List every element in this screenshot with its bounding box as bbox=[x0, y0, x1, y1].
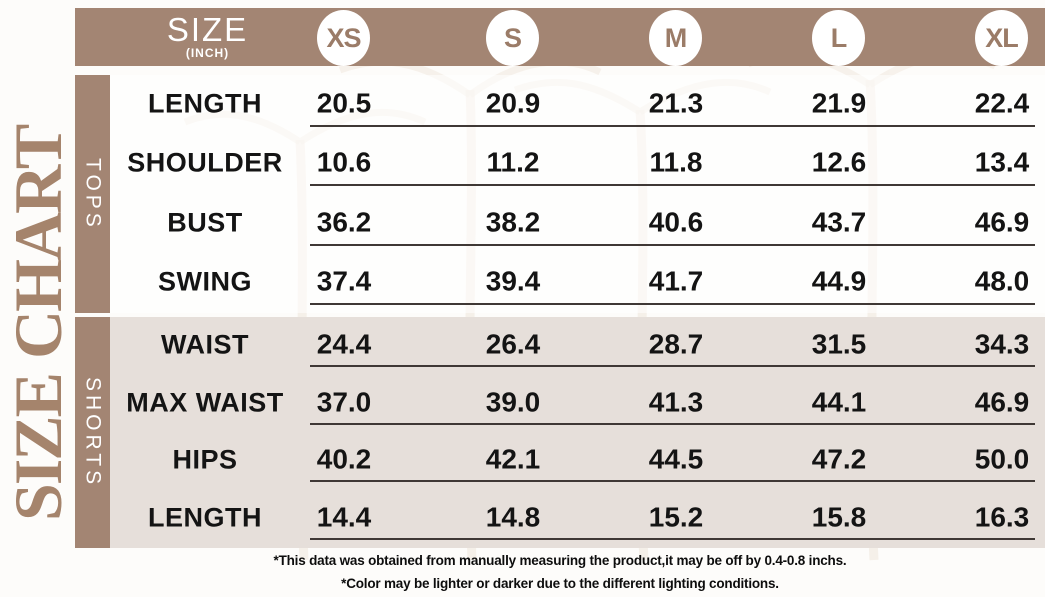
table-row-shorts-hips: HIPS 40.2 42.1 44.5 47.2 50.0 bbox=[110, 433, 1045, 491]
size-badge-s: S bbox=[486, 10, 539, 66]
cell-value: 42.1 bbox=[485, 444, 541, 476]
row-divider bbox=[310, 364, 1035, 367]
cell-value: 43.7 bbox=[811, 206, 867, 238]
shorts-side-bar: SHORTS bbox=[75, 317, 110, 548]
cell-value: 22.4 bbox=[974, 87, 1030, 119]
row-divider bbox=[310, 124, 1035, 127]
size-badge-l-label: L bbox=[830, 22, 847, 53]
cell-value: 11.2 bbox=[486, 146, 540, 178]
cell-value: 39.4 bbox=[485, 265, 541, 297]
size-label: SIZE bbox=[166, 11, 249, 48]
cell-value: 31.5 bbox=[811, 328, 867, 360]
row-label: SWING bbox=[158, 266, 252, 297]
size-badge-xl-label: XL bbox=[985, 22, 1019, 53]
shorts-rows: WAIST 24.4 26.4 28.7 31.5 34.3 MAX WAIST… bbox=[110, 317, 1045, 548]
table-row-tops-length: LENGTH 20.5 20.9 21.3 21.9 22.4 bbox=[110, 75, 1045, 135]
table-row-shorts-max-waist: MAX WAIST 37.0 39.0 41.3 44.1 46.9 bbox=[110, 375, 1045, 433]
cell-value: 40.6 bbox=[648, 206, 704, 238]
cell-value: 11.8 bbox=[649, 146, 703, 178]
row-divider bbox=[310, 243, 1035, 246]
cell-value: 37.0 bbox=[316, 386, 372, 418]
tops-rows: LENGTH 20.5 20.9 21.3 21.9 22.4 SHOULDER… bbox=[110, 75, 1045, 313]
tops-section-label: TOPS bbox=[81, 157, 105, 231]
size-header-band: SIZE (INCH) XS S M L XL bbox=[75, 8, 1045, 66]
section-tops: TOPS LENGTH 20.5 20.9 21.3 21.9 22.4 SHO… bbox=[75, 75, 1045, 313]
row-label: SHOULDER bbox=[127, 147, 283, 178]
table-row-shorts-waist: WAIST 24.4 26.4 28.7 31.5 34.3 bbox=[110, 317, 1045, 375]
row-label: MAX WAIST bbox=[126, 386, 284, 417]
cell-value: 44.1 bbox=[811, 386, 867, 418]
table-row-tops-shoulder: SHOULDER 10.6 11.2 11.8 12.6 13.4 bbox=[110, 135, 1045, 195]
cell-value: 41.3 bbox=[648, 386, 704, 418]
cell-value: 24.4 bbox=[316, 328, 372, 360]
table-row-tops-swing: SWING 37.4 39.4 41.7 44.9 48.0 bbox=[110, 254, 1045, 314]
cell-value: 40.2 bbox=[316, 444, 372, 476]
size-badge-xs: XS bbox=[317, 10, 370, 66]
table-row-tops-bust: BUST 36.2 38.2 40.6 43.7 46.9 bbox=[110, 194, 1045, 254]
cell-value: 39.0 bbox=[485, 386, 541, 418]
size-badge-m-label: M bbox=[664, 22, 687, 53]
size-badge-xs-label: XS bbox=[326, 22, 361, 53]
unit-label: (INCH) bbox=[185, 46, 230, 60]
shorts-section-label: SHORTS bbox=[81, 376, 105, 489]
size-badge-l: L bbox=[812, 10, 865, 66]
row-divider bbox=[310, 422, 1035, 425]
row-label: LENGTH bbox=[148, 502, 262, 533]
size-badge-xl: XL bbox=[975, 10, 1028, 66]
cell-value: 47.2 bbox=[811, 444, 867, 476]
section-shorts: SHORTS WAIST 24.4 26.4 28.7 31.5 34.3 MA… bbox=[75, 317, 1045, 548]
tops-side-bar: TOPS bbox=[75, 75, 110, 313]
cell-value: 44.9 bbox=[811, 265, 867, 297]
cell-value: 38.2 bbox=[485, 206, 541, 238]
cell-value: 13.4 bbox=[974, 146, 1030, 178]
size-badge-s-label: S bbox=[503, 22, 522, 53]
cell-value: 21.3 bbox=[648, 87, 704, 119]
cell-value: 37.4 bbox=[316, 265, 372, 297]
cell-value: 46.9 bbox=[974, 206, 1030, 238]
footnotes: *This data was obtained from manually me… bbox=[75, 550, 1045, 595]
cell-value: 20.5 bbox=[316, 87, 372, 119]
row-divider bbox=[310, 480, 1035, 483]
cell-value: 12.6 bbox=[811, 146, 867, 178]
cell-value: 44.5 bbox=[648, 444, 704, 476]
cell-value: 15.8 bbox=[811, 501, 867, 533]
cell-value: 16.3 bbox=[974, 501, 1030, 533]
row-label: BUST bbox=[167, 207, 243, 238]
cell-value: 15.2 bbox=[648, 501, 704, 533]
row-divider bbox=[310, 303, 1035, 305]
table-row-shorts-length: LENGTH 14.4 14.8 15.2 15.8 16.3 bbox=[110, 490, 1045, 548]
footnote-measurement: *This data was obtained from manually me… bbox=[273, 553, 847, 568]
size-badge-m: M bbox=[649, 10, 702, 66]
cell-value: 20.9 bbox=[485, 87, 541, 119]
cell-value: 46.9 bbox=[974, 386, 1030, 418]
row-label: WAIST bbox=[161, 329, 249, 360]
cell-value: 48.0 bbox=[974, 265, 1030, 297]
cell-value: 26.4 bbox=[485, 328, 541, 360]
cell-value: 50.0 bbox=[974, 444, 1030, 476]
cell-value: 41.7 bbox=[648, 265, 704, 297]
vertical-title: SIZE CHART bbox=[0, 125, 76, 521]
row-divider bbox=[310, 184, 1035, 186]
cell-value: 34.3 bbox=[974, 328, 1030, 360]
cell-value: 14.8 bbox=[485, 501, 541, 533]
cell-value: 10.6 bbox=[316, 146, 372, 178]
size-header-label-block: SIZE (INCH) bbox=[110, 8, 305, 66]
cell-value: 21.9 bbox=[811, 87, 867, 119]
cell-value: 36.2 bbox=[316, 206, 372, 238]
cell-value: 14.4 bbox=[316, 501, 372, 533]
row-label: LENGTH bbox=[148, 88, 262, 119]
cell-value: 28.7 bbox=[648, 328, 704, 360]
row-divider bbox=[310, 538, 1035, 540]
footnote-color: *Color may be lighter or darker due to t… bbox=[341, 575, 779, 591]
row-label: HIPS bbox=[172, 444, 238, 475]
